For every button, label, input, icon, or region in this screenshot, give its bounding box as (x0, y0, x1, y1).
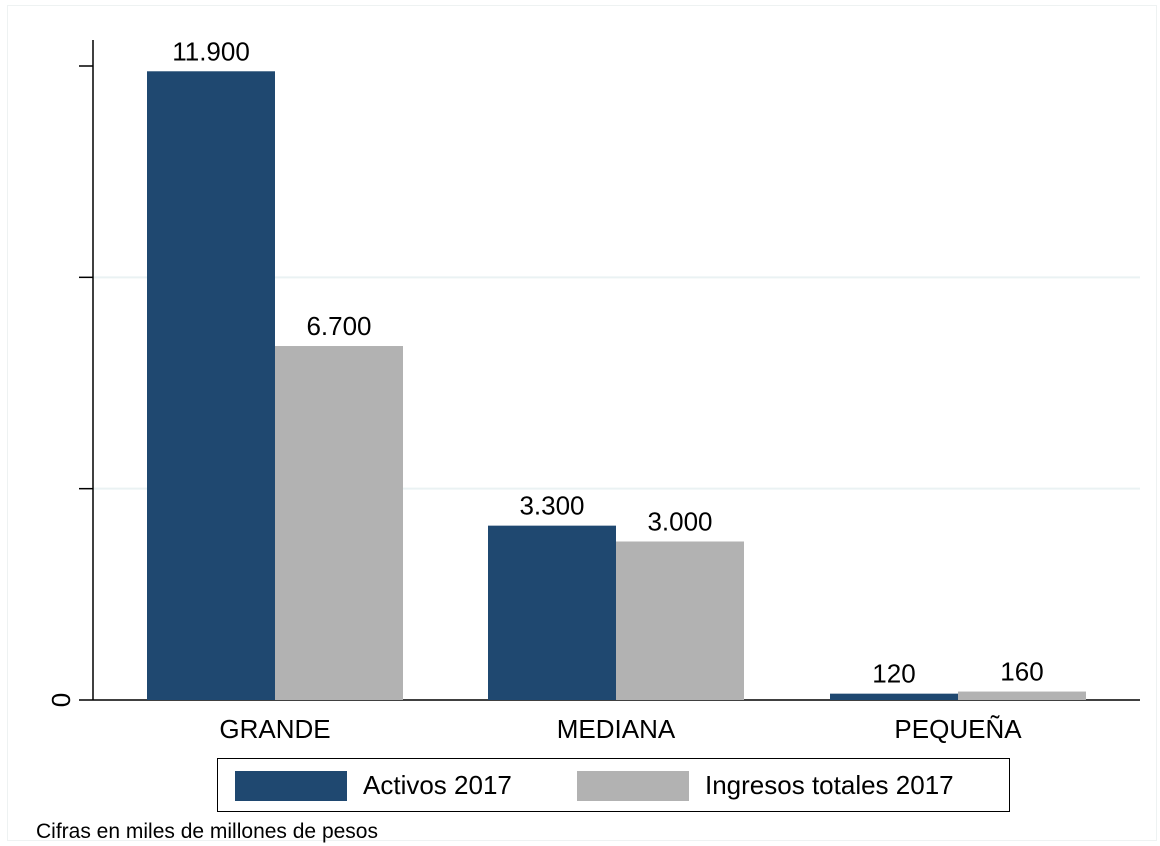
data-label-mediana-ingresos: 3.000 (647, 507, 712, 537)
x-tick-label-pequeña: PEQUEÑA (894, 714, 1022, 744)
y-tick-label-0: 0 (46, 693, 76, 707)
legend: Activos 2017 Ingresos totales 2017 (217, 758, 1010, 812)
bar-grande-activos (147, 71, 275, 701)
bar-mediana-activos (488, 525, 616, 700)
chart-frame (7, 5, 1157, 841)
legend-item-ingresos: Ingresos totales 2017 (577, 770, 954, 801)
legend-label-activos: Activos 2017 (363, 770, 512, 800)
data-label-grande-ingresos: 6.700 (306, 311, 371, 341)
bar-pequeña-activos (830, 693, 958, 700)
bar-mediana-ingresos (616, 541, 744, 700)
data-label-grande-activos: 11.900 (172, 36, 250, 66)
legend-label-ingresos: Ingresos totales 2017 (705, 770, 954, 800)
legend-swatch-activos (235, 770, 347, 801)
data-label-mediana-activos: 3.300 (519, 491, 584, 521)
bar-pequeña-ingresos (958, 691, 1086, 700)
data-label-pequeña-activos: 120 (872, 659, 915, 689)
data-label-pequeña-ingresos: 160 (1000, 657, 1043, 687)
x-tick-label-grande: GRANDE (219, 714, 330, 744)
bar-grande-ingresos (275, 346, 403, 700)
legend-swatch-ingresos (577, 770, 689, 801)
chart-note: Cifras en miles de millones de pesos (36, 820, 378, 843)
legend-item-activos: Activos 2017 (235, 770, 512, 801)
x-tick-label-mediana: MEDIANA (557, 714, 676, 744)
